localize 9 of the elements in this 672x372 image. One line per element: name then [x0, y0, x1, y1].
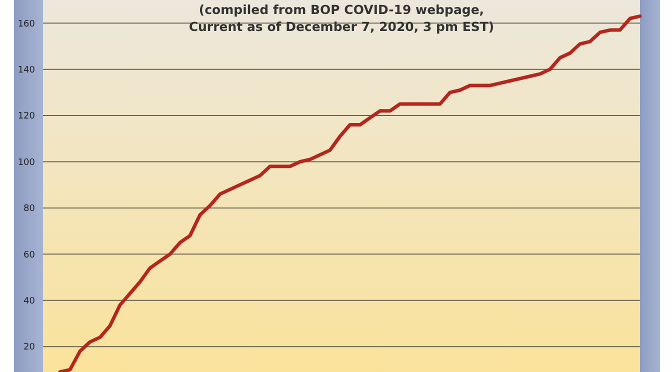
y-tick-label: 80 — [24, 204, 36, 214]
y-tick-label: 20 — [24, 342, 36, 353]
y-tick-label: 40 — [24, 296, 36, 307]
text: (compiled from BOP COVID-19 webpage, Current as of December 7, 2020, 3 pm EST) — [188, 2, 494, 34]
y-tick-label: 140 — [18, 65, 36, 76]
y-tick-label: 100 — [18, 158, 36, 168]
y-tick-label: 160 — [18, 19, 36, 30]
y-tick-label: 120 — [18, 112, 36, 122]
y-tick-label: 60 — [24, 250, 36, 260]
